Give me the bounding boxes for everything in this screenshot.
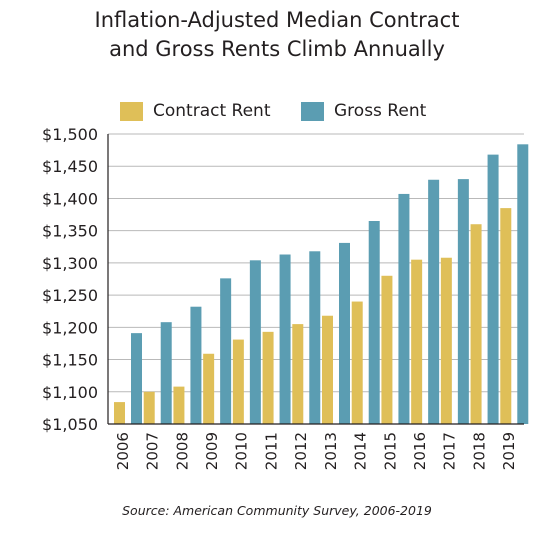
x-tick-label-2014: 2014: [352, 432, 370, 470]
legend-swatch-contract-rent: [120, 102, 143, 121]
bar-gross-rent-2013: [339, 242, 350, 424]
bar-contract-rent-2010: [232, 339, 244, 424]
chart-title: Inflation-Adjusted Median Contract and G…: [0, 6, 554, 64]
y-tick-label-1350: $1,350: [42, 222, 98, 241]
x-tick-label-2012: 2012: [292, 432, 310, 470]
x-tick-label-2019: 2019: [500, 432, 518, 470]
bar-contract-rent-2011: [262, 331, 274, 424]
bar-contract-rent-2018: [470, 224, 482, 424]
y-tick-label-1200: $1,200: [42, 318, 98, 337]
x-tick-label-2017: 2017: [441, 432, 459, 470]
bar-contract-rent-2014: [351, 301, 363, 424]
bar-contract-rent-2015: [381, 275, 393, 424]
bar-contract-rent-2009: [203, 353, 215, 424]
x-tick-label-2006: 2006: [114, 432, 132, 470]
bar-gross-rent-2009: [220, 278, 232, 424]
bar-gross-rent-2018: [487, 154, 499, 424]
y-tick-label-1150: $1,150: [42, 351, 98, 370]
legend-label-contract-rent: Contract Rent: [153, 101, 271, 121]
bar-gross-rent-2012: [309, 251, 321, 424]
bar-gross-rent-2010: [249, 260, 261, 424]
x-tick-label-2011: 2011: [262, 432, 280, 470]
x-tick-label-2008: 2008: [173, 432, 191, 470]
source-note: Source: American Community Survey, 2006-…: [122, 503, 432, 518]
x-tick-label-2018: 2018: [470, 432, 488, 470]
x-tick-label-2013: 2013: [322, 432, 340, 470]
bar-contract-rent-2008: [173, 386, 185, 424]
y-tick-label-1400: $1,400: [42, 189, 98, 208]
bar-gross-rent-2014: [368, 221, 380, 424]
x-tick-label-2016: 2016: [411, 432, 429, 470]
bar-gross-rent-2006: [131, 333, 142, 424]
bar-contract-rent-2012: [292, 324, 304, 424]
bar-contract-rent-2016: [411, 259, 423, 424]
legend-label-gross-rent: Gross Rent: [334, 101, 427, 121]
legend-swatch-gross-rent: [301, 102, 324, 121]
bar-contract-rent-2013: [322, 315, 333, 424]
y-tick-label-1250: $1,250: [42, 286, 98, 305]
chart-title-line-1: Inflation-Adjusted Median Contract: [94, 8, 460, 32]
bar-gross-rent-2019: [517, 144, 529, 425]
x-tick-label-2007: 2007: [144, 432, 162, 470]
bar-gross-rent-2008: [190, 306, 202, 424]
bar-gross-rent-2011: [279, 254, 291, 424]
bar-gross-rent-2015: [398, 193, 410, 424]
bar-gross-rent-2007: [160, 322, 172, 424]
y-tick-label-1450: $1,450: [42, 157, 98, 176]
y-tick-label-1300: $1,300: [42, 254, 98, 273]
bar-contract-rent-2006: [114, 402, 125, 424]
bar-gross-rent-2017: [457, 179, 469, 424]
x-tick-label-2009: 2009: [203, 432, 221, 470]
x-tick-label-2010: 2010: [233, 432, 251, 470]
bar-contract-rent-2019: [500, 208, 512, 424]
chart-title-line-2: and Gross Rents Climb Annually: [109, 37, 445, 61]
bar-contract-rent-2017: [440, 257, 452, 424]
bar-contract-rent-2007: [143, 391, 155, 424]
y-tick-label-1500: $1,500: [42, 125, 98, 144]
y-tick-label-1050: $1,050: [42, 415, 98, 434]
x-tick-label-2015: 2015: [381, 432, 399, 470]
bar-gross-rent-2016: [428, 179, 440, 424]
y-tick-label-1100: $1,100: [42, 383, 98, 402]
